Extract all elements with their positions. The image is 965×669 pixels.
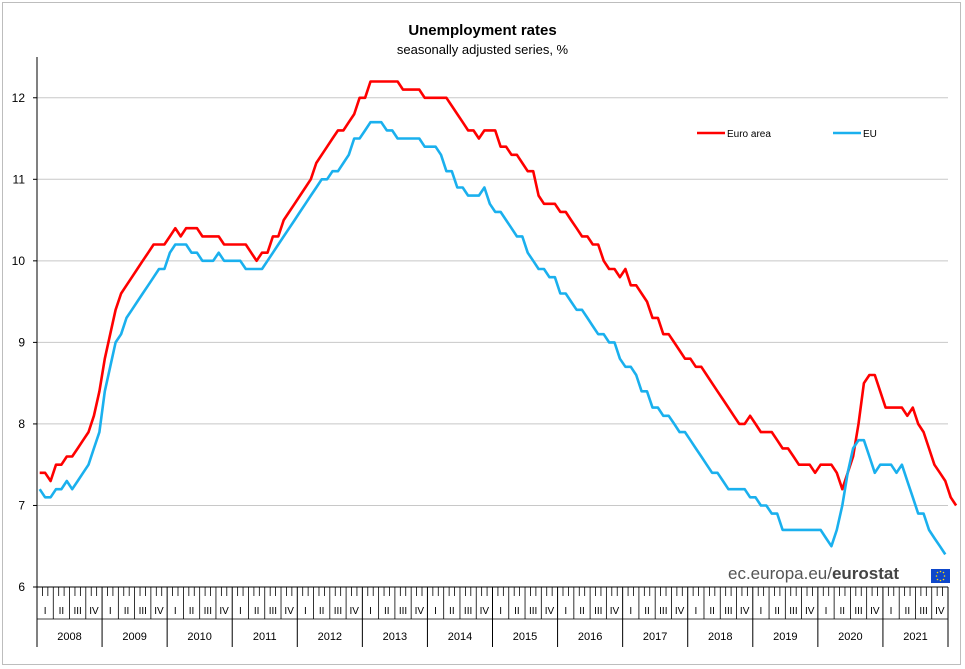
quarter-label: IV <box>545 606 555 617</box>
quarter-label: II <box>319 606 325 617</box>
year-label: 2021 <box>903 631 927 643</box>
quarter-label: I <box>434 606 437 617</box>
quarter-label: II <box>514 606 520 617</box>
quarter-label: II <box>905 606 911 617</box>
quarter-label: I <box>369 606 372 617</box>
quarter-label: II <box>254 606 260 617</box>
quarter-label: III <box>334 606 342 617</box>
legend-label: EU <box>863 129 877 140</box>
eu-flag-icon <box>931 569 950 583</box>
year-label: 2016 <box>578 631 602 643</box>
quarter-label: I <box>890 606 893 617</box>
quarter-label: II <box>709 606 715 617</box>
quarter-label: IV <box>89 606 99 617</box>
y-tick-label: 12 <box>12 91 26 105</box>
quarter-label: IV <box>675 606 685 617</box>
chart-title: Unemployment rates <box>408 22 557 39</box>
quarter-label: II <box>449 606 455 617</box>
y-tick-label: 7 <box>18 498 25 512</box>
year-label: 2014 <box>448 631 472 643</box>
quarter-label: III <box>269 606 277 617</box>
quarter-label: I <box>239 606 242 617</box>
quarter-label: III <box>919 606 927 617</box>
quarter-label: III <box>204 606 212 617</box>
quarter-label: III <box>854 606 862 617</box>
y-tick-label: 6 <box>18 580 25 594</box>
quarter-label: III <box>789 606 797 617</box>
year-label: 2012 <box>318 631 342 643</box>
quarter-label: I <box>109 606 112 617</box>
quarter-label: II <box>124 606 130 617</box>
quarter-label: III <box>594 606 602 617</box>
quarter-label: IV <box>415 606 425 617</box>
quarter-label: III <box>464 606 472 617</box>
year-label: 2010 <box>187 631 211 643</box>
year-label: 2008 <box>57 631 81 643</box>
year-label: 2011 <box>253 631 277 643</box>
source-credit: ec.europa.eu/eurostat <box>728 564 899 584</box>
quarter-label: I <box>304 606 307 617</box>
quarter-label: III <box>659 606 667 617</box>
quarter-label: IV <box>154 606 164 617</box>
series-line-euro-area <box>39 80 958 507</box>
y-axis-ticks: 6 7 8 9 10 11 12 <box>12 57 38 594</box>
quarter-label: II <box>384 606 390 617</box>
legend-label: Euro area <box>727 129 771 140</box>
year-label: 2017 <box>643 631 667 643</box>
quarter-label: III <box>139 606 147 617</box>
year-label: 2019 <box>773 631 797 643</box>
quarter-label: I <box>564 606 567 617</box>
series-line-eu <box>38 120 947 556</box>
year-label: 2015 <box>513 631 537 643</box>
quarter-label: IV <box>740 606 750 617</box>
quarter-label: IV <box>805 606 815 617</box>
year-label: 2020 <box>838 631 862 643</box>
quarter-label: III <box>73 606 81 617</box>
quarter-label: IV <box>219 606 229 617</box>
quarter-label: IV <box>349 606 359 617</box>
quarter-label: I <box>825 606 828 617</box>
year-label: 2009 <box>122 631 146 643</box>
gridlines <box>37 97 948 506</box>
quarter-label: II <box>774 606 780 617</box>
quarter-label: IV <box>480 606 490 617</box>
year-label: 2018 <box>708 631 732 643</box>
source-brand: eurostat <box>831 564 900 583</box>
quarter-label: II <box>644 606 650 617</box>
quarter-label: IV <box>935 606 945 617</box>
series-lines <box>38 80 958 556</box>
y-tick-label: 11 <box>13 172 26 186</box>
legend: Euro area EU <box>697 129 877 140</box>
chart-subtitle: seasonally adjusted series, % <box>396 42 569 57</box>
year-label: 2013 <box>383 631 407 643</box>
quarter-label: I <box>760 606 763 617</box>
quarter-label: IV <box>870 606 880 617</box>
quarter-label: II <box>579 606 585 617</box>
quarter-label: III <box>724 606 732 617</box>
y-tick-label: 9 <box>18 335 25 349</box>
y-tick-label: 8 <box>18 417 25 431</box>
quarter-label: III <box>529 606 537 617</box>
quarter-label: I <box>174 606 177 617</box>
quarter-label: I <box>499 606 502 617</box>
quarter-label: I <box>694 606 697 617</box>
quarter-label: I <box>629 606 632 617</box>
quarter-label: I <box>44 606 47 617</box>
quarter-label: IV <box>610 606 620 617</box>
quarter-label: II <box>189 606 195 617</box>
x-axis: I II III IV I II III IV I II III IV I II III IV I II III IV… <box>36 586 949 647</box>
source-prefix: ec.europa.eu/ <box>728 564 832 583</box>
quarter-label: II <box>59 606 65 617</box>
y-tick-label: 10 <box>12 254 26 268</box>
quarter-label: IV <box>284 606 294 617</box>
quarter-label: III <box>399 606 407 617</box>
quarter-label: II <box>839 606 845 617</box>
